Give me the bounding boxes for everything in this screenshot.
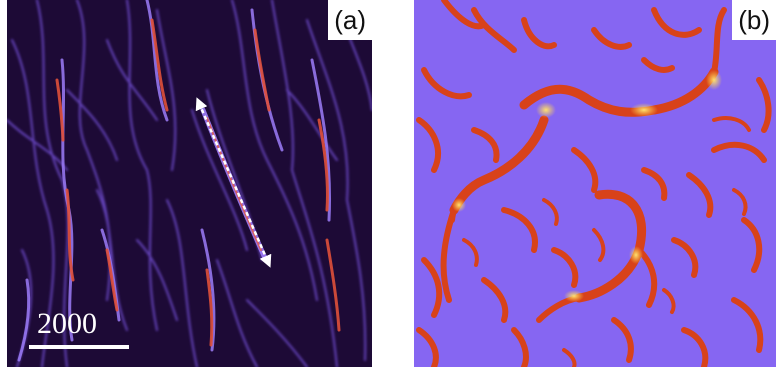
- panel-a-image: [7, 0, 372, 367]
- panel-b-image: [414, 0, 776, 367]
- panel-a: (a) 2000: [7, 0, 372, 367]
- panel-a-label: (a): [328, 0, 372, 40]
- panel-b-filaments: [416, 0, 772, 367]
- panel-b-hotspots: [452, 70, 722, 302]
- length-arrow: [195, 97, 272, 268]
- scale-bar: [29, 345, 129, 349]
- scale-bar-label: 2000: [37, 307, 97, 340]
- panel-b: (b): [414, 0, 776, 367]
- panel-a-filaments: [7, 0, 372, 367]
- panel-b-label: (b): [732, 0, 776, 40]
